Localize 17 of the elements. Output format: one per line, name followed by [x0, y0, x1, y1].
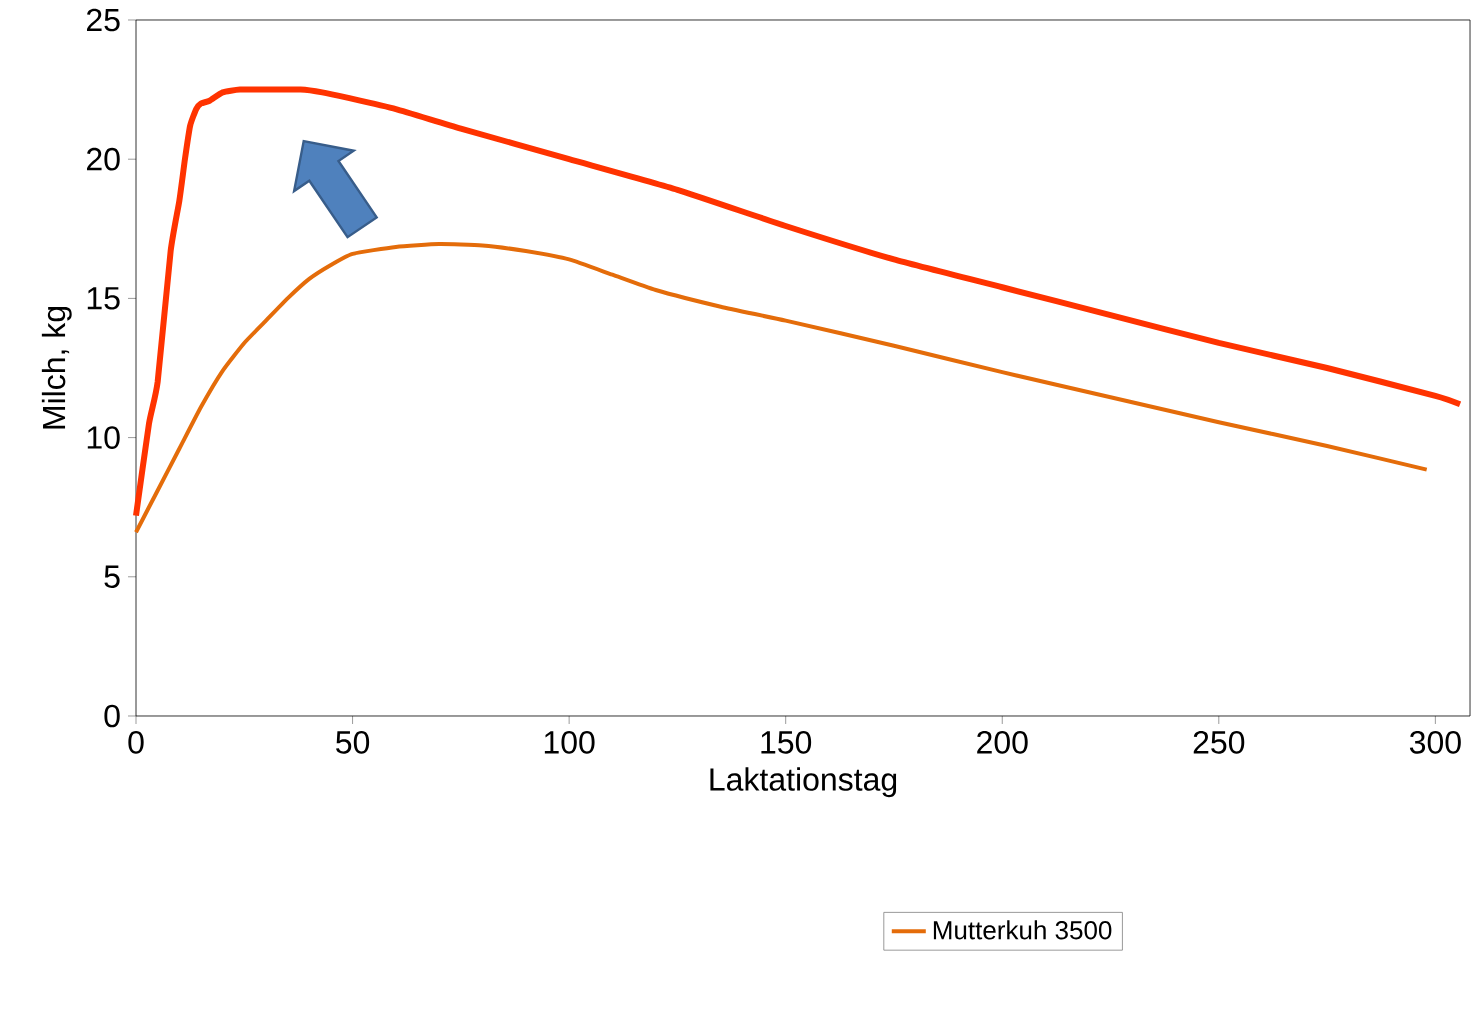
y-tick-label: 25	[86, 8, 120, 32]
x-tick-label: 0	[128, 731, 144, 754]
y-tick-label: 20	[86, 147, 120, 171]
line-series	[134, 242, 1429, 535]
x-tick-label: 50	[336, 731, 370, 754]
x-tick-label: 150	[761, 731, 812, 754]
x-tick-label: 100	[544, 731, 595, 754]
y-tick-label: 0	[104, 704, 120, 728]
y-tick-label: 15	[87, 287, 120, 310]
legend-label: Mutterkuh 3500	[933, 920, 1112, 940]
y-tick-label: 10	[87, 426, 120, 449]
x-tick-label: 300	[1409, 731, 1461, 754]
x-tick-label: 200	[977, 731, 1028, 754]
x-tick-label: 250	[1193, 731, 1245, 754]
y-axis-title: Milch, kg	[41, 306, 72, 429]
x-axis-title: Laktationstag	[710, 767, 897, 798]
y-tick-label: 5	[104, 565, 120, 588]
